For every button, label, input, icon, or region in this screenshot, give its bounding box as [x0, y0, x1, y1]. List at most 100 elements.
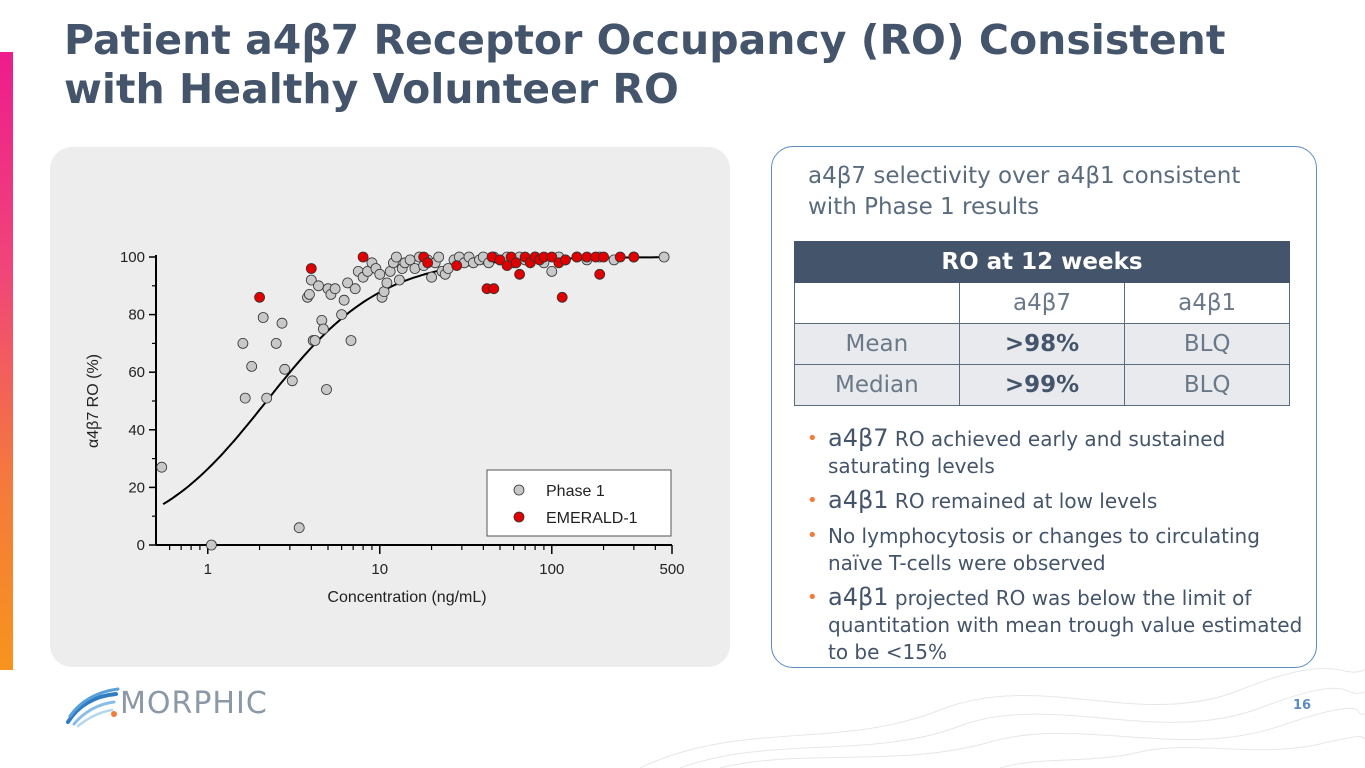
- x-axis-label: Concentration (ng/mL): [327, 589, 486, 606]
- phase1-point: [238, 338, 248, 348]
- bullet-lead: a4β1: [828, 583, 889, 611]
- phase1-point: [350, 284, 360, 294]
- table-col-a4b7: a4β7: [959, 283, 1125, 324]
- y-tick-label: 100: [120, 249, 145, 266]
- mean-a4b1-value: BLQ: [1125, 324, 1290, 365]
- legend-marker: [514, 512, 524, 522]
- chart-panel: 0 20 40 60 80 100 1 10 100 500 Concentration (ng/m…: [50, 147, 730, 667]
- phase1-point: [434, 252, 444, 262]
- table-row: Mean >98% BLQ: [795, 324, 1290, 365]
- phase1-point: [240, 393, 250, 403]
- accent-bar: [0, 52, 13, 670]
- phase1-point: [391, 252, 401, 262]
- emerald1-point: [489, 284, 499, 294]
- bullet-text: RO remained at low levels: [889, 489, 1158, 513]
- phase1-point: [339, 295, 349, 305]
- emerald1-point: [358, 252, 368, 262]
- phase1-point: [271, 338, 281, 348]
- phase1-point: [427, 272, 437, 282]
- bullet-item: a4β1 projected RO was below the limit of…: [792, 584, 1307, 666]
- y-tick-label: 0: [137, 537, 145, 554]
- table-header-row: RO at 12 weeks: [795, 242, 1290, 283]
- emerald1-point: [423, 258, 433, 268]
- info-panel: a4β7 selectivity over a4β1 consistent wi…: [771, 146, 1317, 668]
- bullet-lead: a4β1: [828, 486, 889, 514]
- emerald1-point: [595, 269, 605, 279]
- table-col-blank: [795, 283, 960, 324]
- bullet-lead: a4β7: [828, 424, 889, 452]
- ro-scatter-chart: 0 20 40 60 80 100 1 10 100 500 Concentration (ng/m…: [50, 147, 730, 667]
- phase1-point: [318, 324, 328, 334]
- page-title: Patient a4β7 Receptor Occupancy (RO) Con…: [64, 16, 1334, 114]
- phase1-point: [547, 266, 557, 276]
- topography-watermark: [620, 660, 1365, 768]
- phase1-point: [258, 313, 268, 323]
- table-title: RO at 12 weeks: [795, 242, 1290, 283]
- phase1-point: [294, 523, 304, 533]
- phase1-point: [394, 275, 404, 285]
- median-a4b7-value: >99%: [959, 365, 1125, 406]
- legend-label: EMERALD-1: [546, 510, 638, 527]
- bullet-item: a4β7 RO achieved early and sustained sat…: [792, 425, 1307, 480]
- x-tick-label: 10: [371, 561, 388, 578]
- phase1-point: [287, 376, 297, 386]
- bullet-text: projected RO was below the limit of quan…: [828, 586, 1302, 664]
- phase1-point: [322, 385, 332, 395]
- emerald1-point: [572, 252, 582, 262]
- mean-a4b7-value: >98%: [959, 324, 1125, 365]
- bullet-item: a4β1 RO remained at low levels: [792, 487, 1307, 515]
- emerald1-point: [452, 261, 462, 271]
- fit-curve: [163, 257, 664, 504]
- x-tick-label: 100: [539, 561, 564, 578]
- phase1-point: [310, 336, 320, 346]
- bullet-item: No lymphocytosis or changes to circulati…: [792, 522, 1307, 577]
- phase1-point: [659, 252, 669, 262]
- ro-table: RO at 12 weeks a4β7 a4β1 Mean >98% BLQ M…: [794, 241, 1290, 406]
- legend-marker: [514, 485, 524, 495]
- legend-label: Phase 1: [546, 483, 605, 500]
- phase1-point: [206, 540, 216, 550]
- emerald1-point: [560, 255, 570, 265]
- bullet-text: No lymphocytosis or changes to circulati…: [828, 524, 1260, 575]
- table-row: Median >99% BLQ: [795, 365, 1290, 406]
- phase1-point: [304, 289, 314, 299]
- phase1-point: [277, 318, 287, 328]
- y-tick-label: 20: [128, 479, 145, 496]
- y-axis-label: α4β7 RO (%): [85, 354, 102, 448]
- phase1-point: [330, 284, 340, 294]
- emerald1-point: [629, 252, 639, 262]
- x-tick-label: 1: [204, 561, 212, 578]
- emerald1-point: [599, 252, 609, 262]
- phase1-point: [157, 462, 167, 472]
- y-tick-label: 80: [128, 307, 145, 324]
- morphic-logo: MORPHIC: [66, 684, 286, 728]
- table-column-row: a4β7 a4β1: [795, 283, 1290, 324]
- emerald1-point: [511, 258, 521, 268]
- phase1-point: [247, 361, 257, 371]
- emerald1-point: [557, 292, 567, 302]
- logo-text: MORPHIC: [120, 686, 268, 721]
- phase1-point: [346, 336, 356, 346]
- table-col-a4b1: a4β1: [1125, 283, 1290, 324]
- y-tick-label: 40: [128, 422, 145, 439]
- phase1-point: [337, 310, 347, 320]
- emerald1-point: [515, 269, 525, 279]
- bullet-list: a4β7 RO achieved early and sustained sat…: [792, 425, 1307, 673]
- row-label-mean: Mean: [795, 324, 960, 365]
- phase1-point: [262, 393, 272, 403]
- page-number: 16: [1293, 698, 1311, 713]
- emerald1-point: [306, 264, 316, 274]
- phase1-point: [382, 278, 392, 288]
- row-label-median: Median: [795, 365, 960, 406]
- x-tick-label: 500: [659, 561, 684, 578]
- y-tick-label: 60: [128, 364, 145, 381]
- emerald1-point: [255, 292, 265, 302]
- info-heading: a4β7 selectivity over a4β1 consistent wi…: [808, 161, 1288, 223]
- emerald1-point: [615, 252, 625, 262]
- phase1-point: [314, 281, 324, 291]
- bullet-text: RO achieved early and sustained saturati…: [828, 427, 1225, 478]
- morphic-wave-icon: [66, 684, 120, 728]
- phase1-point: [280, 364, 290, 374]
- phase1-point: [375, 269, 385, 279]
- median-a4b1-value: BLQ: [1125, 365, 1290, 406]
